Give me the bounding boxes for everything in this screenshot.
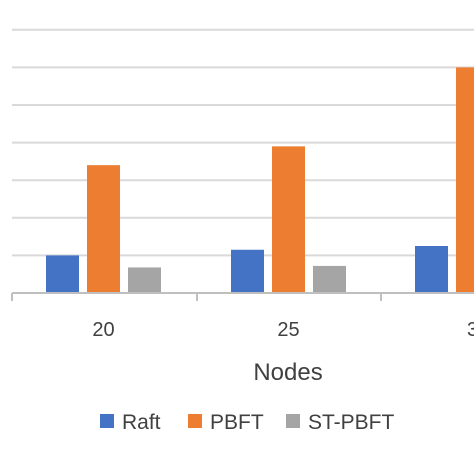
x-tick-label: 20 — [92, 319, 114, 341]
x-tick-labels: 20 25 3 — [92, 319, 474, 341]
legend-label-raft: Raft — [122, 411, 161, 434]
legend-swatch-pbft — [188, 414, 202, 428]
legend-swatch-st-pbft — [286, 414, 300, 428]
x-axis — [11, 292, 474, 301]
bar-st-pbft-20 — [128, 267, 161, 293]
bar-st-pbft-25 — [313, 265, 346, 293]
bar-raft-3 — [415, 246, 448, 293]
x-tick-label: 25 — [277, 319, 299, 341]
bar-pbft-25 — [272, 146, 305, 293]
legend-label-st-pbft: ST-PBFT — [308, 411, 395, 434]
x-tick-label: 3 — [467, 319, 474, 341]
bar-raft-25 — [231, 249, 264, 293]
legend-swatch-raft — [100, 414, 114, 428]
bar-pbft-3 — [456, 67, 474, 294]
legend: Raft PBFT ST-PBFT — [100, 411, 395, 434]
bars — [46, 67, 474, 294]
gridlines — [12, 28, 474, 257]
legend-label-pbft: PBFT — [210, 411, 264, 434]
bar-raft-20 — [46, 255, 79, 293]
x-axis-title: Nodes — [253, 359, 322, 386]
bar-pbft-20 — [87, 165, 120, 293]
